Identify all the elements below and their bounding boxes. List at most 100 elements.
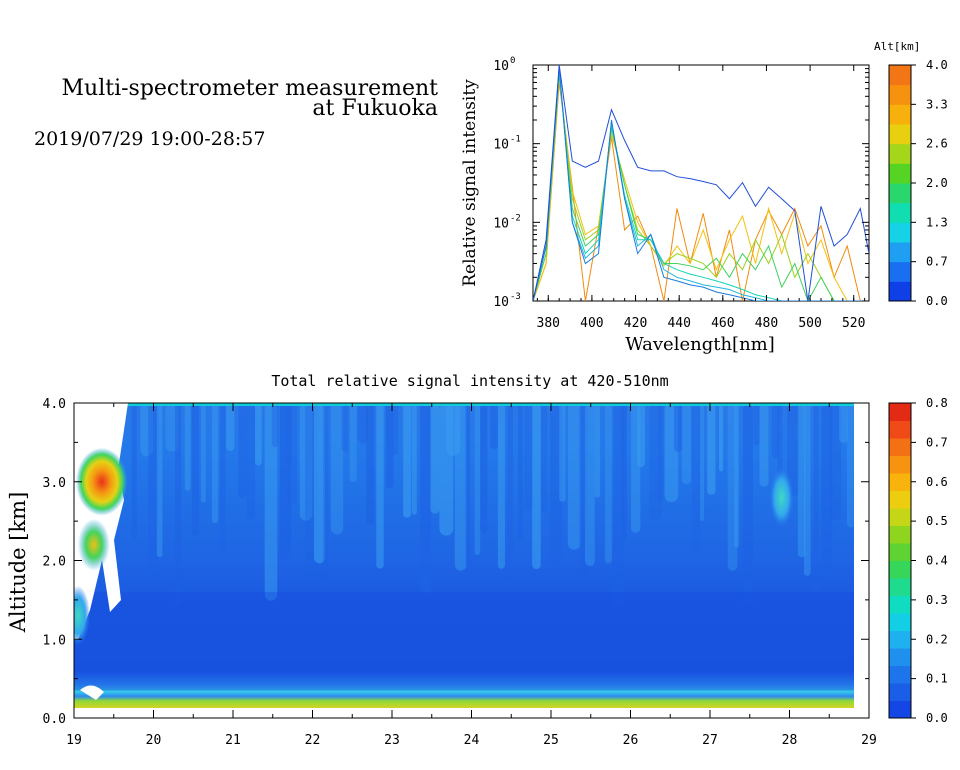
heatmap-streak [567,403,581,550]
heatmap-streak [238,403,247,499]
intensity-colorbar-segment [889,560,911,579]
heatmap-streak [549,403,563,567]
spectrum-plot-frame [532,64,870,302]
heatmap-streak [287,403,297,505]
heatmap-streak [734,403,739,548]
altitude-colorbar-label: 4.0 [926,58,948,72]
heatmap-streak [753,403,760,446]
spectrum-x-tick-label: 440 [667,316,690,331]
heatmap-x-tick-label: 25 [543,733,559,748]
heatmap-streak [420,403,431,598]
heatmap-y-tick-label: 1.0 [43,633,66,648]
heatmap-x-tick-label: 28 [782,733,798,748]
altitude-colorbar-label: 2.0 [926,176,948,190]
heatmap-missing-patch [80,685,104,700]
spectrum-series-line-0 [533,65,869,301]
heatmap-streak [719,403,724,472]
heatmap-x-tick-label: 19 [66,733,82,748]
heatmap-streak [846,403,854,528]
figure-title-line1: Multi-spectrometer measurement [62,76,439,101]
heatmap-streak [859,403,870,516]
heatmap-streak [664,403,679,502]
altitude-colorbar-segment [889,202,911,223]
altitude-colorbar-segment [889,281,911,302]
heatmap-streak [341,403,349,452]
intensity-colorbar-segment [889,700,911,719]
altitude-colorbar-title: Alt[km] [874,40,920,53]
altitude-colorbar-label: 2.6 [926,137,948,151]
spectrum-series-line-4 [533,72,869,301]
heatmap-y-tick-label: 0.0 [43,712,66,727]
heatmap-streak [727,403,738,571]
altitude-colorbar-segment [889,261,911,282]
altitude-colorbar-segment [889,84,911,105]
heatmap-field [74,403,854,708]
heatmap-streak [559,403,566,502]
heatmap-streak [813,403,819,591]
heatmap-x-tick-label: 22 [305,733,321,748]
heatmap-y-tick-label: 3.0 [43,476,66,491]
spectrum-x-tick-label: 520 [842,316,865,331]
heatmap-streak [357,403,368,444]
heatmap-streak [140,403,154,457]
heatmap-streak [411,403,417,515]
intensity-colorbar-label: 0.5 [926,514,948,528]
heatmap-y-tick-label: 2.0 [43,555,66,570]
heatmap-streak [821,403,833,576]
intensity-colorbar-label: 0.1 [926,672,948,686]
heatmap-streak [299,403,313,521]
intensity-colorbar-label: 0.7 [926,435,948,449]
intensity-colorbar-segment [889,630,911,649]
heatmap-streak [211,403,219,524]
heatmap-streak [220,403,226,554]
heatmap-streak [480,403,488,533]
altitude-colorbar-label: 1.3 [926,215,948,229]
heatmap-streak [657,403,665,502]
heatmap-streak [621,403,627,540]
intensity-colorbar-segment [889,420,911,439]
figure-title-line2: at Fukuoka [312,96,438,121]
spectrum-y-tick-label: 10 [493,59,509,74]
heatmap-streak [246,403,256,520]
heatmap-streak [584,403,595,567]
altitude-colorbar-segment [889,143,911,164]
heatmap-streak [517,403,523,540]
intensity-colorbar-segment [889,473,911,491]
altitude-colorbar-segment [889,124,911,145]
altitude-colorbar-label: 0.0 [926,294,948,308]
heatmap-streak [392,403,399,455]
spectrum-series-line-3 [533,70,869,301]
spectrum-y-label: Relative signal intensity [460,79,480,287]
altitude-colorbar-segment [889,163,911,184]
spectrum-series-line-5 [533,74,869,301]
intensity-colorbar-segment [889,525,911,544]
heatmap-streak [759,403,769,487]
heatmap-streak [637,403,645,468]
intensity-colorbar-segment [889,613,911,631]
spectrum-x-tick-label: 400 [580,316,603,331]
intensity-colorbar-segment [889,438,911,456]
heatmap-hotspot [75,447,128,516]
intensity-colorbar-segment [889,455,911,474]
heatmap-streak [385,403,394,489]
heatmap-streak [446,403,460,456]
heatmap-x-tick-label: 27 [702,733,718,748]
figure-datetime: 2019/07/29 19:00-28:57 [34,128,265,150]
heatmap-streak [430,403,440,514]
spectrum-y-tick-exponent: -3 [510,292,521,302]
intensity-colorbar-segment [889,508,911,526]
heatmap-streak [376,403,384,569]
spectrum-series-line-1 [533,66,869,301]
heatmap-streak [403,403,411,518]
intensity-colorbar-segment [889,490,911,509]
heatmap-streak [191,403,200,536]
intensity-colorbar-label: 0.8 [926,396,948,410]
heatmap-streak [681,403,692,485]
heatmap-streak [532,403,541,570]
spectrum-x-tick-label: 500 [798,316,821,331]
heatmap-streak [226,403,235,452]
heatmap-streak [156,403,163,558]
heatmap-streak [322,403,329,585]
spectrum-y-tick-label: 10 [493,138,509,153]
